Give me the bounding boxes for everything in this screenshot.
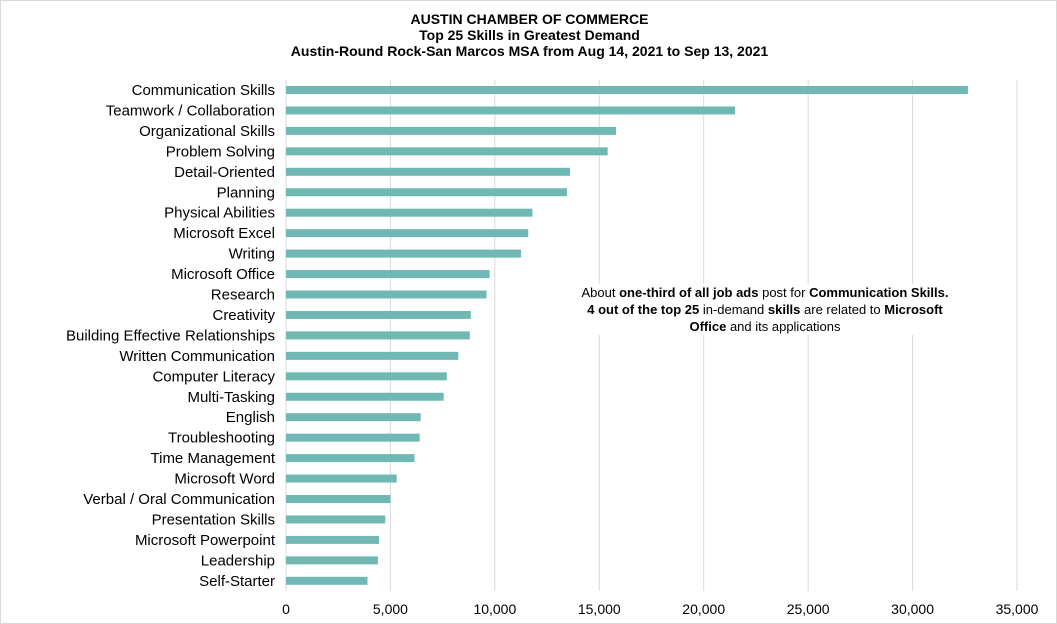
bar [286,208,533,217]
x-tick-label: 30,000 [891,601,934,617]
chart-title: AUSTIN CHAMBER OF COMMERCE [410,11,649,27]
annotation-emphasis: Communication Skills. [809,285,949,300]
bar [286,556,378,565]
bar [286,106,736,115]
bar [286,433,420,442]
annotation-emphasis: one-third of all job ads [619,285,759,300]
x-tick-label: 5,000 [373,601,408,617]
bar [286,515,386,524]
bar [286,167,571,176]
bar [286,188,567,197]
chart-subtitle-2: Austin-Round Rock-San Marcos MSA from Au… [290,43,769,59]
annotation-line-1: About one-third of all job ads post for … [549,284,981,301]
category-label: Microsoft Powerpoint [135,532,276,549]
category-label: Written Communication [119,348,275,365]
category-label: Planning [217,184,275,201]
x-tick-label: 35,000 [996,601,1039,617]
annotation-line-2: 4 out of the top 25 in-demand skills are… [549,301,981,318]
annotation-line-3: Office and its applications [549,318,981,335]
bar [286,413,421,422]
bar [286,249,521,258]
category-label: Communication Skills [132,82,275,99]
bar [286,331,470,340]
category-label: Creativity [212,307,275,324]
annotation-emphasis: skills [767,302,801,317]
bar [286,495,391,503]
bar [286,229,529,238]
category-label: Verbal / Oral Communication [83,491,275,508]
bar [286,454,415,463]
bar [286,392,444,401]
bar [286,147,608,156]
category-label: Leadership [201,552,275,569]
annotation-text: and its applications [726,319,841,334]
x-tick-label: 0 [282,601,290,617]
chart-subtitle: Top 25 Skills in Greatest Demand [419,27,640,43]
annotation-emphasis: Microsoft [884,302,943,317]
annotation-emphasis: Office [689,319,727,334]
bar [286,576,368,585]
category-label: Self-Starter [199,573,275,590]
bar [286,351,459,360]
bar [286,290,487,299]
chart-annotation: About one-third of all job ads post for … [549,284,981,335]
category-label: Computer Literacy [152,368,275,385]
category-label: Research [211,287,275,304]
category-label: Microsoft Word [174,471,275,488]
category-label: Organizational Skills [139,123,275,140]
bar [286,372,447,381]
category-label: Detail-Oriented [174,164,275,181]
annotation-text: post for [758,285,810,300]
bar [286,474,397,483]
annotation-text: in-demand [699,302,768,317]
category-label: Microsoft Office [171,266,275,283]
bar [286,535,379,544]
category-label: Presentation Skills [152,511,275,528]
annotation-text: About [581,285,620,300]
category-label: Multi-Tasking [187,389,275,406]
category-label: Troubleshooting [168,430,275,447]
annotation-text: are related to [800,302,885,317]
chart-titles: AUSTIN CHAMBER OF COMMERCE Top 25 Skills… [1,11,1057,59]
category-label: Teamwork / Collaboration [106,102,275,119]
bar [286,126,616,135]
bar [286,86,968,94]
annotation-emphasis: 4 out of the top 25 [587,302,700,317]
x-tick-label: 20,000 [682,601,725,617]
category-label: English [226,409,275,426]
category-label: Microsoft Excel [173,225,275,242]
category-label: Problem Solving [166,143,275,160]
x-tick-label: 15,000 [578,601,621,617]
category-label: Writing [229,246,275,263]
bar [286,270,490,279]
category-label: Building Effective Relationships [66,327,275,344]
x-tick-label: 25,000 [787,601,830,617]
category-label: Time Management [151,450,276,467]
x-tick-label: 10,000 [473,601,516,617]
bar [286,310,471,319]
category-label: Physical Abilities [164,205,275,222]
